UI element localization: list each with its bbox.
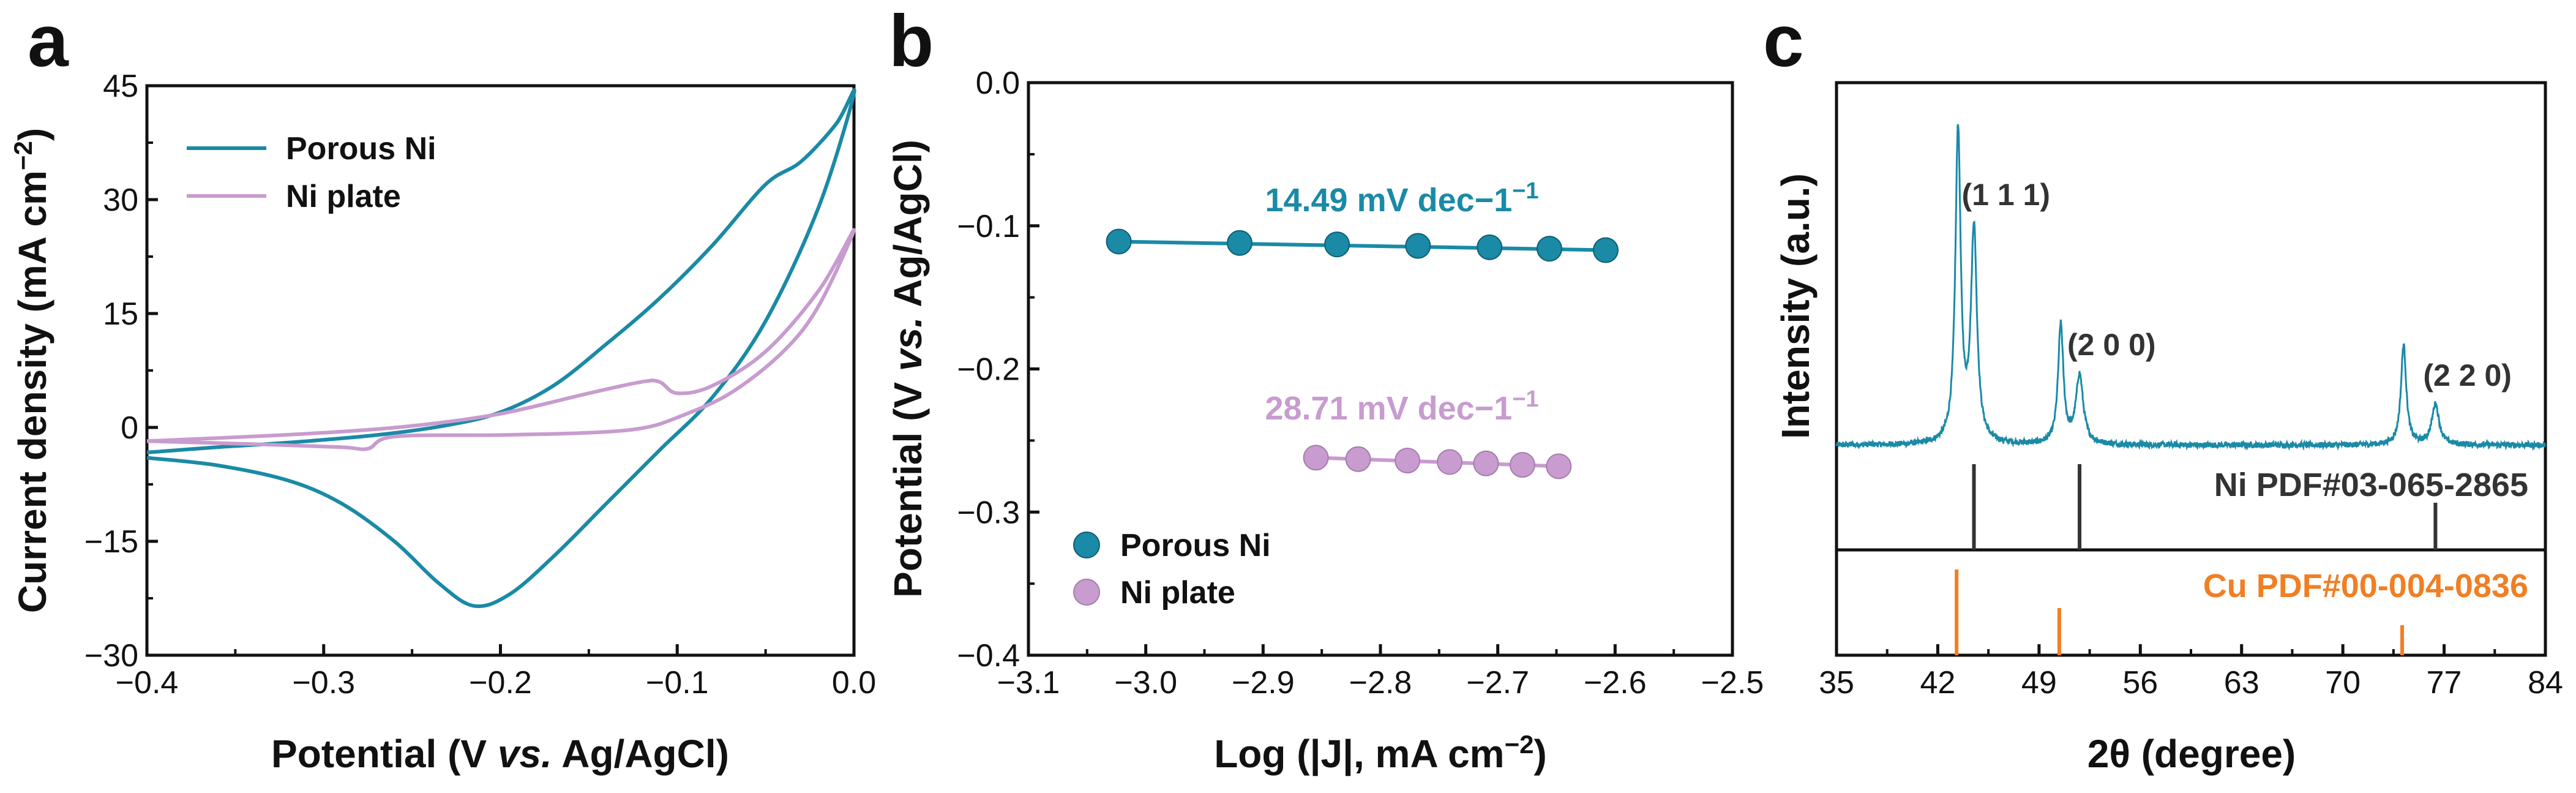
xrd-y-axis-label: Intensity (a.u.) <box>1773 173 1818 439</box>
tafel-point-porous-ni <box>1537 236 1562 262</box>
x-tick-label: −3.0 <box>1114 665 1177 701</box>
x-tick-label: −2.8 <box>1349 665 1412 701</box>
y-tick-label: 0 <box>121 410 138 446</box>
x-tick-label: −0.1 <box>646 665 709 701</box>
x-tick-label: −0.2 <box>469 665 532 701</box>
cv-x-axis-label: Potential (V vs. Ag/AgCl) <box>271 732 729 776</box>
tafel-chart: −3.1 −3.0 −2.9 −2.8 −2.7 −2.6 −2.5 0.0 −0.1 −0.2 −… <box>886 66 1764 776</box>
y-tick-label: −0.1 <box>957 209 1020 244</box>
tafel-point-ni-plate <box>1473 450 1499 476</box>
y-tick-label: −0.4 <box>957 638 1020 674</box>
peak-label: (1 1 1) <box>1962 178 2051 212</box>
tafel-y-axis-label: Potential (V vs. Ag/AgCl) <box>886 140 930 598</box>
tafel-point-porous-ni <box>1405 233 1431 259</box>
ref-label-ni: Ni PDF#03-065-2865 <box>2214 467 2528 503</box>
tafel-point-porous-ni <box>1106 228 1132 255</box>
cv-y-axis-label: Current density (mA cm−2) <box>9 128 55 613</box>
x-tick-label: −2.7 <box>1466 665 1529 701</box>
panel-b-letter: b <box>889 0 934 82</box>
x-tick-label: 56 <box>2122 665 2158 701</box>
slope-label-porous-ni: 14.49 mV dec−1−1 <box>1265 178 1538 219</box>
tafel-ticks: −3.1 −3.0 −2.9 −2.8 −2.7 −2.6 −2.5 0.0 −0.1 −0.2 −… <box>957 66 1764 701</box>
slope-label-ni-plate: 28.71 mV dec−1−1 <box>1265 386 1538 427</box>
panel-a-letter: a <box>28 0 69 82</box>
cv-ticks: −0.4 −0.3 −0.2 −0.1 0.0 −30 −15 0 15 30 45 <box>84 69 876 701</box>
cv-curve-porous-ni <box>146 88 856 609</box>
x-tick-label: 35 <box>1819 665 1854 701</box>
x-tick-label: 42 <box>1920 665 1956 701</box>
cv-legend: Porous Ni Ni plate <box>187 131 436 214</box>
xrd-pattern-line <box>1835 124 2546 451</box>
xrd-ticks: 35 42 49 56 63 70 77 84 <box>1819 644 2563 701</box>
tafel-point-porous-ni <box>1227 230 1252 256</box>
x-tick-label: −0.4 <box>116 665 179 701</box>
y-tick-label: −15 <box>84 524 138 560</box>
y-tick-label: −30 <box>84 638 138 674</box>
tafel-plot-frame <box>1027 81 1734 657</box>
y-tick-label: 0.0 <box>976 66 1020 101</box>
x-tick-label: 77 <box>2427 665 2462 701</box>
tafel-legend: Porous Ni Ni plate <box>1073 528 1271 611</box>
xrd-marks: (1 1 1) (2 0 0) (2 2 0) <box>1835 124 2546 655</box>
x-tick-label: 0.0 <box>832 665 876 701</box>
legend-label-porous-ni-b: Porous Ni <box>1120 528 1271 563</box>
x-tick-label: 84 <box>2528 665 2563 701</box>
y-tick-label: 45 <box>103 69 138 104</box>
x-tick-label: −3.1 <box>997 665 1060 701</box>
legend-marker-ni-plate <box>1073 579 1100 606</box>
x-tick-label: 63 <box>2224 665 2260 701</box>
tafel-point-porous-ni <box>1324 231 1350 258</box>
peak-label: (2 0 0) <box>2067 328 2156 362</box>
x-tick-label: 70 <box>2325 665 2361 701</box>
y-tick-label: 30 <box>103 182 138 218</box>
ref-label-cu: Cu PDF#00-004-0836 <box>2203 568 2528 604</box>
tafel-point-ni-plate <box>1345 446 1371 472</box>
x-tick-label: −0.3 <box>292 665 355 701</box>
cv-curves <box>146 88 856 609</box>
tafel-x-axis-label: Log (|J|, mA cm−2) <box>1214 730 1547 777</box>
tafel-point-porous-ni <box>1593 237 1619 263</box>
cv-plot-frame <box>145 84 856 657</box>
legend-label-ni-plate-b: Ni plate <box>1120 575 1235 611</box>
tafel-point-ni-plate <box>1437 449 1463 475</box>
y-tick-label: −0.2 <box>957 352 1020 388</box>
x-tick-label: −2.9 <box>1232 665 1295 701</box>
peak-label: (2 2 0) <box>2423 358 2512 393</box>
tafel-point-ni-plate <box>1303 445 1329 471</box>
x-tick-label: −2.6 <box>1584 665 1647 701</box>
tafel-point-ni-plate <box>1509 452 1535 478</box>
legend-label-ni-plate: Ni plate <box>286 179 401 214</box>
xrd-x-axis-label: 2θ (degree) <box>2087 732 2296 776</box>
legend-marker-porous-ni <box>1073 532 1100 558</box>
slope-exponent: −1 <box>1512 386 1538 412</box>
x-tick-label: 49 <box>2021 665 2057 701</box>
x-tick-label: −2.5 <box>1701 665 1764 701</box>
tafel-fit-line-porous-ni <box>1118 239 1606 252</box>
cv-chart: −0.4 −0.3 −0.2 −0.1 0.0 −30 −15 0 15 30 45 Porous … <box>9 69 877 776</box>
tafel-point-porous-ni <box>1477 234 1503 260</box>
slope-exponent: −1 <box>1512 178 1538 204</box>
panel-c-letter: c <box>1763 0 1804 82</box>
y-tick-label: 15 <box>103 296 138 332</box>
tafel-point-ni-plate <box>1546 453 1572 479</box>
tafel-marks <box>1106 228 1619 479</box>
cv-curve-ni-plate <box>146 228 856 451</box>
tafel-point-ni-plate <box>1395 448 1421 474</box>
y-tick-label: −0.3 <box>957 495 1020 530</box>
legend-label-porous-ni: Porous Ni <box>286 131 436 167</box>
xrd-chart: 35 42 49 56 63 70 77 84 (1 1 1) (2 0 0) (2 2 0) N… <box>1773 81 2563 776</box>
